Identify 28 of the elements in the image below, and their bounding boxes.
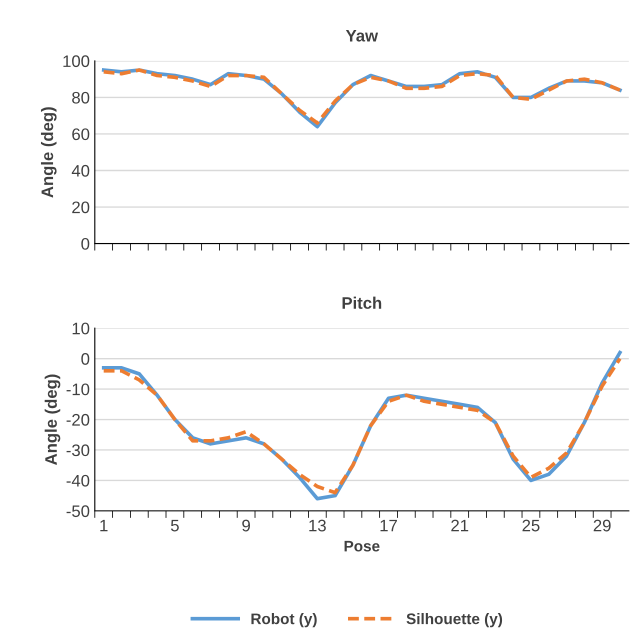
y-tick-label: 80 bbox=[72, 92, 90, 104]
x-tick-label: 29 bbox=[594, 520, 611, 532]
x-tick-label: 1 bbox=[100, 520, 108, 532]
y-tick-label: -40 bbox=[66, 474, 90, 487]
x-tick-label: 9 bbox=[242, 520, 250, 532]
x-tick-label: 25 bbox=[522, 520, 540, 532]
y-tick-label: -30 bbox=[66, 444, 90, 456]
y-tick-label: 0 bbox=[81, 353, 90, 365]
y-axis-title: Angle (deg) bbox=[40, 107, 57, 198]
y-tick-label: -20 bbox=[66, 414, 90, 426]
y-tick-label: 20 bbox=[72, 201, 90, 214]
x-tick-label: 13 bbox=[309, 520, 326, 532]
legend-label: Robot (y) bbox=[251, 613, 317, 628]
x-tick-label: 21 bbox=[451, 520, 468, 532]
y-tick-label: -50 bbox=[66, 505, 90, 518]
chart-title: Pitch bbox=[342, 296, 382, 309]
y-tick-label: 40 bbox=[72, 164, 90, 177]
y-tick-label: 10 bbox=[72, 322, 90, 334]
y-axis-title: Angle (deg) bbox=[44, 374, 60, 465]
x-tick-label: 17 bbox=[380, 520, 397, 532]
legend-label: Silhouette (y) bbox=[406, 613, 502, 628]
x-axis-title: Pose bbox=[344, 540, 380, 552]
y-tick-label: -10 bbox=[66, 383, 90, 396]
y-tick-label: 100 bbox=[63, 55, 90, 68]
chart-title: Yaw bbox=[346, 30, 378, 42]
x-tick-label: 5 bbox=[170, 520, 179, 532]
y-tick-label: 60 bbox=[72, 128, 90, 140]
y-tick-label: 0 bbox=[81, 238, 90, 250]
